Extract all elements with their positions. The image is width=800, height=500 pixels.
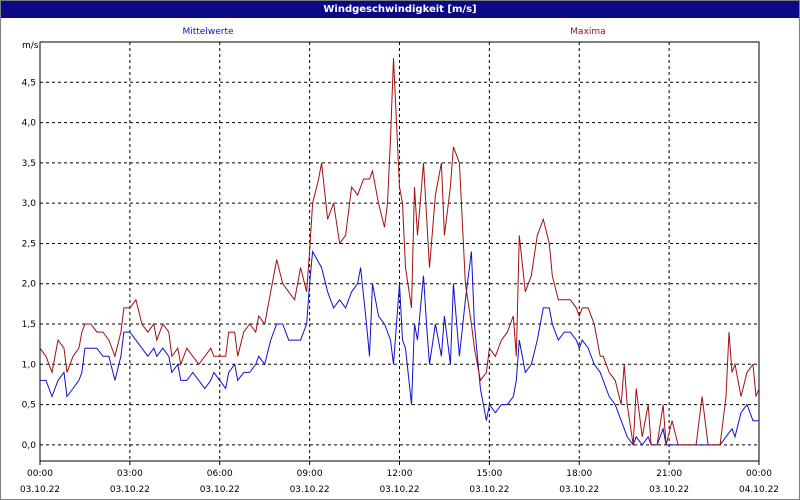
x-tick-date: 03.10.22 [559,485,599,495]
x-tick-date: 03.10.22 [649,485,689,495]
series-line-maxima [39,58,760,446]
y-tick-label: 3,0 [22,199,37,209]
x-tick-time: 00:00 [27,469,53,479]
x-tick-time: 03:00 [117,469,143,479]
grid-layer [39,42,760,465]
chart-title: Windgeschwindigkeit [m/s] [1,1,799,18]
y-tick-label: 2,5 [22,239,36,249]
x-tick-time: 09:00 [297,469,323,479]
x-tick-date: 03.10.22 [110,485,150,495]
x-tick-date: 03.10.22 [290,485,330,495]
x-tick-date: 04.10.22 [739,485,779,495]
axis-labels: 0,0 0,5 1,0 1,5 2,0 2,5 3,0 3,5 4,0 4,5 00:00 03.10… [20,78,779,495]
y-tick-label: 2,0 [22,280,37,290]
x-tick-time: 21:00 [656,469,682,479]
x-tick-date: 03.10.22 [20,485,60,495]
y-tick-label: 0,0 [22,441,37,451]
y-tick-label: 4,5 [22,78,36,88]
y-tick-label: 0,5 [22,401,36,411]
plot-border [39,41,760,462]
legend-maxima: Maxima [570,27,605,37]
x-tick-time: 06:00 [207,469,233,479]
y-tick-label: 3,5 [22,159,36,169]
y-tick-label: 1,5 [22,320,36,330]
y-tick-label: 4,0 [22,119,37,129]
x-tick-time: 12:00 [387,469,413,479]
y-tick-label: 1,0 [22,360,37,370]
y-axis-label: m/s [22,41,39,51]
x-tick-time: 00:00 [746,469,772,479]
x-tick-time: 15:00 [476,469,502,479]
x-tick-date: 03.10.22 [469,485,509,495]
x-tick-date: 03.10.22 [200,485,240,495]
series-layer [39,58,760,446]
x-tick-date: 03.10.22 [379,485,419,495]
legend-mittelwerte: Mittelwerte [182,27,233,37]
x-tick-time: 18:00 [566,469,592,479]
